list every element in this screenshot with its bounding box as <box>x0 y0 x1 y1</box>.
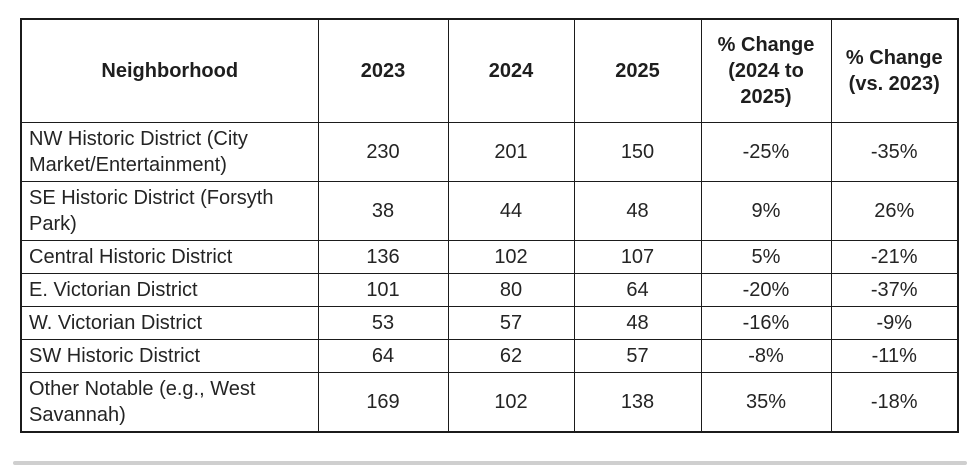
value-cell: 107 <box>573 239 702 274</box>
value-cell: 230 <box>317 121 449 182</box>
value-cell: 150 <box>573 121 702 182</box>
value-cell: 102 <box>447 239 575 274</box>
table-body: NW Historic District (City Market/Entert… <box>20 121 959 432</box>
column-header-2025: 2025 <box>573 18 702 123</box>
value-cell: 101 <box>317 272 449 307</box>
value-cell: 53 <box>317 305 449 340</box>
value-cell: -9% <box>830 305 959 340</box>
table-row: Other Notable (e.g., West Savannah) 169 10… <box>20 371 959 432</box>
value-cell: -18% <box>830 371 959 432</box>
header-row: Neighborhood 2023 2024 2025 % Change (20… <box>20 18 959 123</box>
neighborhood-cell: Other Notable (e.g., West Savannah) <box>20 371 319 432</box>
neighborhood-cell: W. Victorian District <box>20 305 319 340</box>
value-cell: 64 <box>317 338 449 373</box>
column-header-pct-change-2024-2025: % Change (2024 to 2025) <box>700 18 832 123</box>
value-cell: 201 <box>447 121 575 182</box>
column-header-2024: 2024 <box>447 18 575 123</box>
table-row: W. Victorian District 53 57 48 -16% -9% <box>20 305 959 340</box>
bottom-divider <box>13 461 967 465</box>
value-cell: 38 <box>317 180 449 241</box>
value-cell: 5% <box>700 239 832 274</box>
value-cell: -21% <box>830 239 959 274</box>
value-cell: 48 <box>573 180 702 241</box>
column-header-2023: 2023 <box>317 18 449 123</box>
table-header: Neighborhood 2023 2024 2025 % Change (20… <box>20 18 959 123</box>
value-cell: 102 <box>447 371 575 432</box>
table-row: E. Victorian District 101 80 64 -20% -37% <box>20 272 959 307</box>
column-header-neighborhood: Neighborhood <box>20 18 319 123</box>
neighborhood-stats-table-container: Neighborhood 2023 2024 2025 % Change (20… <box>20 18 959 433</box>
value-cell: 62 <box>447 338 575 373</box>
value-cell: 9% <box>700 180 832 241</box>
neighborhood-cell: NW Historic District (City Market/Entert… <box>20 121 319 182</box>
value-cell: 80 <box>447 272 575 307</box>
value-cell: -35% <box>830 121 959 182</box>
neighborhood-cell: Central Historic District <box>20 239 319 274</box>
value-cell: -8% <box>700 338 832 373</box>
value-cell: -25% <box>700 121 832 182</box>
table-row: SW Historic District 64 62 57 -8% -11% <box>20 338 959 373</box>
column-header-pct-change-vs-2023: % Change (vs. 2023) <box>830 18 959 123</box>
value-cell: -16% <box>700 305 832 340</box>
neighborhood-stats-table: Neighborhood 2023 2024 2025 % Change (20… <box>20 18 959 433</box>
value-cell: 64 <box>573 272 702 307</box>
value-cell: 35% <box>700 371 832 432</box>
value-cell: 48 <box>573 305 702 340</box>
value-cell: 169 <box>317 371 449 432</box>
neighborhood-cell: SW Historic District <box>20 338 319 373</box>
table-row: Central Historic District 136 102 107 5% -21% <box>20 239 959 274</box>
neighborhood-cell: E. Victorian District <box>20 272 319 307</box>
value-cell: 57 <box>447 305 575 340</box>
value-cell: 57 <box>573 338 702 373</box>
value-cell: 138 <box>573 371 702 432</box>
table-row: NW Historic District (City Market/Entert… <box>20 121 959 182</box>
value-cell: -37% <box>830 272 959 307</box>
value-cell: 44 <box>447 180 575 241</box>
value-cell: -20% <box>700 272 832 307</box>
value-cell: 26% <box>830 180 959 241</box>
value-cell: -11% <box>830 338 959 373</box>
value-cell: 136 <box>317 239 449 274</box>
neighborhood-cell: SE Historic District (Forsyth Park) <box>20 180 319 241</box>
table-row: SE Historic District (Forsyth Park) 38 44 4… <box>20 180 959 241</box>
